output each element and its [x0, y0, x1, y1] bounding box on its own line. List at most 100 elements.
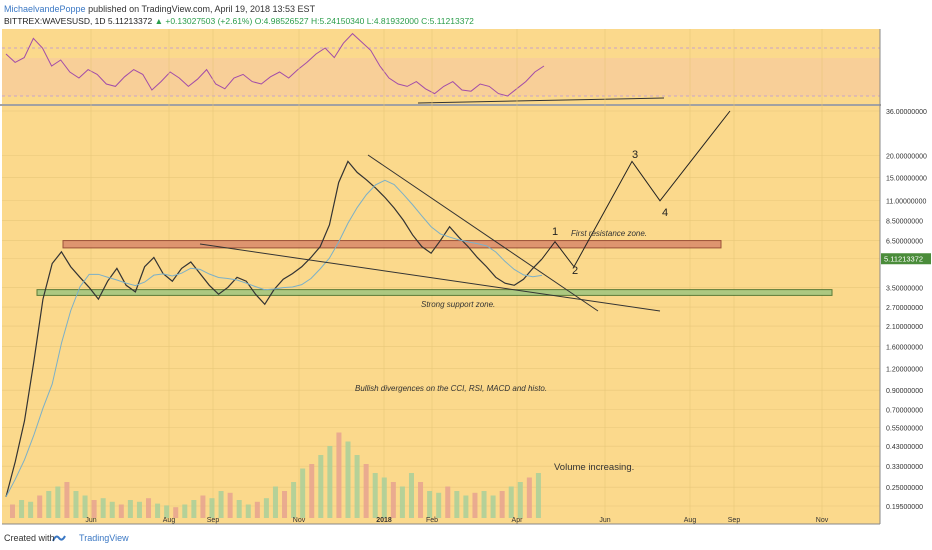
volume-bar — [218, 491, 224, 518]
volume-bar — [390, 482, 396, 518]
volume-bar — [427, 491, 433, 518]
created-with-text: Created with — [4, 533, 55, 543]
x-tick-label: Jun — [599, 517, 610, 524]
volume-bar — [399, 486, 405, 518]
falling-trendline — [367, 154, 599, 312]
volume-bar — [336, 432, 342, 518]
volume-bar — [46, 491, 52, 518]
y-tick-label: 36.00000000 — [886, 109, 927, 116]
wave-label: 2 — [572, 265, 578, 277]
y-tick-label: 1.20000000 — [886, 366, 923, 373]
x-tick-label: 2018 — [376, 517, 392, 524]
volume-bar — [508, 486, 514, 518]
y-tick-label: 6.50000000 — [886, 239, 923, 246]
support-zone — [36, 289, 833, 296]
volume-bar — [209, 498, 215, 518]
volume-bar — [291, 482, 297, 518]
volume-bar — [372, 473, 378, 518]
resistance-zone-label: First resistance zone. — [571, 229, 647, 238]
volume-bar — [245, 504, 251, 518]
volume-bar — [327, 446, 333, 518]
volume-bar — [472, 492, 478, 518]
volume-bar — [254, 501, 260, 518]
tradingview-link[interactable]: TradingView — [79, 533, 129, 543]
support-zone-label: Strong support zone. — [421, 300, 495, 309]
volume-bar — [345, 441, 351, 518]
volume-bar — [499, 491, 505, 518]
volume-bars — [10, 432, 541, 518]
y-tick-label: 2.70000000 — [886, 305, 923, 312]
rsi-trendline — [417, 97, 665, 104]
publication-line: MichaelvandePoppe published on TradingVi… — [4, 4, 315, 14]
wave-label: 4 — [662, 207, 668, 219]
x-tick-label: Nov — [816, 517, 829, 524]
wave-label: 1 — [552, 226, 558, 238]
y-tick-label: 1.60000000 — [886, 345, 923, 352]
symbol-line: BITTREX:WAVESUSD, 1D 5.11213372 ▲ +0.130… — [4, 16, 474, 26]
ohlc-low: L:4.81932000 — [366, 16, 419, 26]
volume-bar — [73, 491, 79, 518]
y-tick-label: 15.00000000 — [886, 175, 927, 182]
last-price-tag — [881, 253, 931, 265]
footer: Created with TradingView — [4, 533, 129, 543]
rsi-band — [2, 58, 880, 96]
volume-bar — [173, 507, 179, 518]
volume-bar — [227, 492, 233, 518]
volume-bar — [272, 486, 278, 518]
time-axis: Jun Aug Sep Nov 2018 Feb Apr Jun Aug Sep Nov — [85, 517, 828, 524]
price-axis: 36.00000000 20.00000000 15.00000000 11.0000… — [886, 109, 927, 511]
volume-bar — [10, 504, 15, 518]
volume-bar — [136, 501, 142, 518]
volume-note: Volume increasing. — [554, 462, 634, 473]
volume-bar — [490, 495, 496, 518]
x-tick-label: Aug — [684, 517, 697, 524]
volume-bar — [418, 482, 424, 518]
volume-bar — [91, 500, 97, 518]
rsi-line — [5, 32, 545, 97]
volume-bar — [463, 495, 469, 518]
wave-label: 3 — [632, 149, 638, 161]
volume-bar — [318, 455, 324, 518]
price-axis-background — [881, 29, 932, 524]
price-change: ▲ +0.13027503 (+2.61%) — [154, 16, 253, 26]
volume-bar — [354, 455, 360, 518]
x-tick-label: Jun — [85, 517, 96, 524]
x-tick-label: Aug — [163, 517, 176, 524]
volume-bar — [64, 482, 70, 518]
x-tick-label: Nov — [293, 517, 306, 524]
volume-bar — [37, 495, 43, 518]
volume-bar — [454, 491, 460, 518]
volume-bar — [263, 498, 269, 518]
symbol-name: BITTREX:WAVESUSD, 1D — [4, 16, 106, 26]
ohlc-high: H:5.24150340 — [310, 16, 365, 26]
y-tick-label: 0.55000000 — [886, 426, 923, 433]
volume-bar — [535, 473, 541, 518]
volume-bar — [28, 501, 34, 518]
volume-bar — [100, 498, 106, 518]
volume-bar — [481, 491, 487, 518]
price-line — [5, 160, 543, 498]
main-pane-background — [2, 106, 880, 524]
y-tick-label: 8.50000000 — [886, 218, 923, 225]
volume-bar — [236, 500, 242, 518]
y-tick-label: 2.10000000 — [886, 324, 923, 331]
volume-bar — [517, 482, 523, 518]
x-tick-label: Apr — [512, 517, 524, 524]
author-link[interactable]: MichaelvandePoppe — [4, 4, 86, 14]
wave-labels: 1 2 3 4 — [552, 149, 668, 277]
volume-bar — [109, 501, 115, 518]
y-tick-label: 0.43000000 — [886, 444, 923, 451]
volume-bar — [191, 500, 197, 518]
volume-bar — [146, 498, 152, 518]
y-tick-label: 0.90000000 — [886, 388, 923, 395]
published-text: published on TradingView.com, April 19, … — [88, 4, 316, 14]
y-tick-label: 3.50000000 — [886, 285, 923, 292]
volume-bar — [19, 500, 25, 518]
x-tick-label: Feb — [426, 517, 438, 524]
divergence-note: Bullish divergences on the CCI, RSI, MAC… — [355, 384, 547, 393]
y-tick-label: 0.19500000 — [886, 504, 923, 511]
volume-bar — [282, 491, 288, 518]
volume-bar — [445, 486, 451, 518]
volume-bar — [200, 495, 206, 518]
